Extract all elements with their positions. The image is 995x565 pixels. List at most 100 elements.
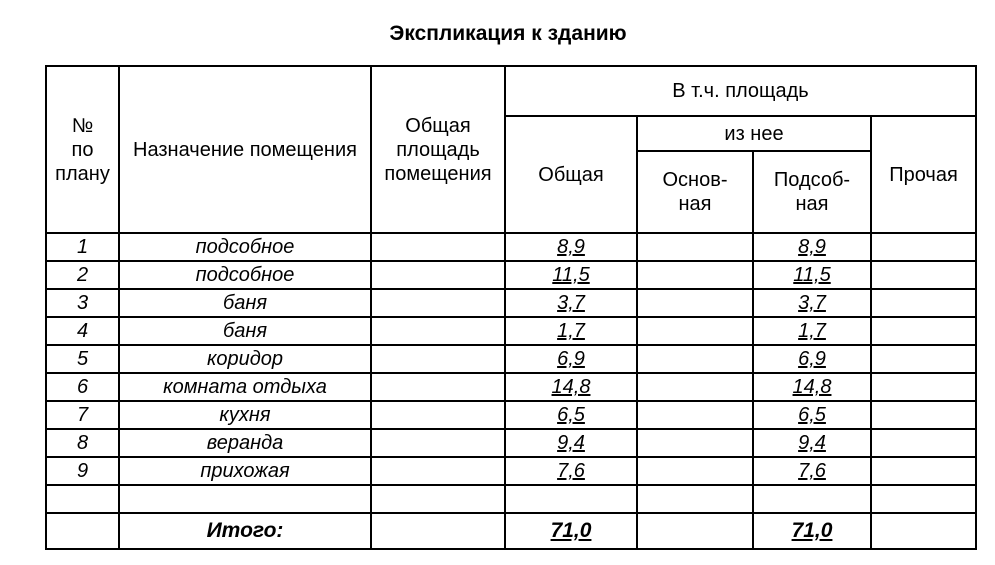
title: Экспликация к зданию — [389, 22, 627, 45]
table-cell: 1 — [45, 232, 120, 262]
table-cell: 3,7 — [504, 288, 638, 318]
table-cell: 9,4 — [752, 428, 872, 458]
table-cell — [370, 484, 506, 514]
table-cell: комната отдыха — [118, 372, 372, 402]
table-cell: 6 — [45, 372, 120, 402]
table-cell — [636, 456, 754, 486]
cell-text: 6,5 — [798, 404, 826, 426]
table-cell — [370, 344, 506, 374]
cell-text: 14,8 — [551, 376, 591, 398]
cell-text: 6,5 — [557, 404, 585, 426]
table-cell: 8,9 — [504, 232, 638, 262]
header-cell: № по плану — [45, 65, 120, 234]
table-cell — [370, 512, 506, 550]
cell-text: 1,7 — [798, 320, 826, 342]
table-cell — [45, 484, 120, 514]
table-cell: 1,7 — [504, 316, 638, 346]
table-cell — [869, 260, 978, 290]
table-cell — [636, 400, 754, 430]
table-cell: подсобное — [118, 260, 372, 290]
table-row — [45, 484, 978, 514]
table-cell — [636, 428, 754, 458]
header-cell: Прочая — [869, 115, 978, 234]
table-cell: 9,4 — [504, 428, 638, 458]
table-cell: веранда — [118, 428, 372, 458]
table-cell — [869, 288, 978, 318]
table-cell: 6,9 — [752, 344, 872, 374]
table-cell — [869, 344, 978, 374]
table-cell: 7,6 — [504, 456, 638, 486]
cell-text: 3,7 — [557, 292, 585, 314]
cell-text: кухня — [219, 404, 271, 426]
cell-text: Итого: — [206, 519, 284, 542]
table-cell — [118, 484, 372, 514]
cell-text: коридор — [206, 348, 284, 370]
cell-text: подсобное — [195, 264, 295, 286]
table-row: Итого: 71,0 71,0 — [45, 512, 978, 550]
cell-text: баня — [222, 320, 268, 342]
table-cell — [869, 372, 978, 402]
table-cell: 8 — [45, 428, 120, 458]
table-cell: 4 — [45, 316, 120, 346]
table-cell — [869, 428, 978, 458]
table-cell — [370, 232, 506, 262]
table-cell: баня — [118, 288, 372, 318]
cell-text: 8 — [76, 432, 89, 454]
table-cell: 71,0 — [504, 512, 638, 550]
table-cell: 14,8 — [752, 372, 872, 402]
table-cell — [370, 428, 506, 458]
cell-text: 9,4 — [557, 432, 585, 454]
cell-text: 3,7 — [798, 292, 826, 314]
cell-text: 6,9 — [798, 348, 826, 370]
header-cell: Общая площадь помещения — [370, 65, 506, 234]
table-cell: 2 — [45, 260, 120, 290]
table-cell — [370, 372, 506, 402]
header-cell: Общая — [504, 115, 638, 234]
table-cell: коридор — [118, 344, 372, 374]
table-cell: 14,8 — [504, 372, 638, 402]
table-cell — [370, 400, 506, 430]
table-row: 1 подсобное 8,9 8,9 — [45, 232, 978, 262]
table-cell — [869, 456, 978, 486]
table-cell — [636, 484, 754, 514]
table-cell: 6,5 — [504, 400, 638, 430]
table-cell: 1,7 — [752, 316, 872, 346]
cell-text: 7,6 — [798, 460, 826, 482]
table-cell — [869, 512, 978, 550]
table-row: 9 прихожая 7,6 7,6 — [45, 456, 978, 486]
table-row: 2 подсобное 11,5 11,5 — [45, 260, 978, 290]
cell-text: 71,0 — [791, 519, 833, 542]
cell-text: веранда — [206, 432, 284, 454]
cell-text: 3 — [76, 292, 89, 314]
explication-table: № по плану Назначение помещения Общая пл… — [45, 65, 978, 550]
cell-text: комната отдыха — [163, 376, 327, 398]
table-cell: 11,5 — [752, 260, 872, 290]
table-cell — [636, 232, 754, 262]
table-cell: 9 — [45, 456, 120, 486]
table-cell: 3 — [45, 288, 120, 318]
header-cell: В т.ч. площадь — [503, 65, 978, 117]
cell-text: 9 — [76, 460, 89, 482]
table-cell: баня — [118, 316, 372, 346]
cell-text: 7 — [76, 404, 89, 426]
table-cell — [636, 260, 754, 290]
table-row: 8 веранда 9,4 9,4 — [45, 428, 978, 458]
table-row: 4 баня 1,7 1,7 — [45, 316, 978, 346]
table-cell: прихожая — [118, 456, 372, 486]
table-cell — [370, 316, 506, 346]
table-cell — [636, 288, 754, 318]
cell-text: 11,5 — [552, 264, 590, 286]
header-cell: Подсоб- ная — [752, 150, 872, 234]
cell-text: 14,8 — [792, 376, 832, 398]
table-row: 3 баня 3,7 3,7 — [45, 288, 978, 318]
cell-text: 8,9 — [798, 236, 826, 258]
table-cell: 7,6 — [752, 456, 872, 486]
table-cell: Итого: — [118, 512, 372, 550]
table-cell: 7 — [45, 400, 120, 430]
table-cell — [370, 288, 506, 318]
table-row: 5 коридор 6,9 6,9 — [45, 344, 978, 374]
table-cell — [636, 344, 754, 374]
table-cell — [752, 484, 872, 514]
header-cell: из нее — [636, 115, 872, 152]
table-cell — [504, 484, 638, 514]
